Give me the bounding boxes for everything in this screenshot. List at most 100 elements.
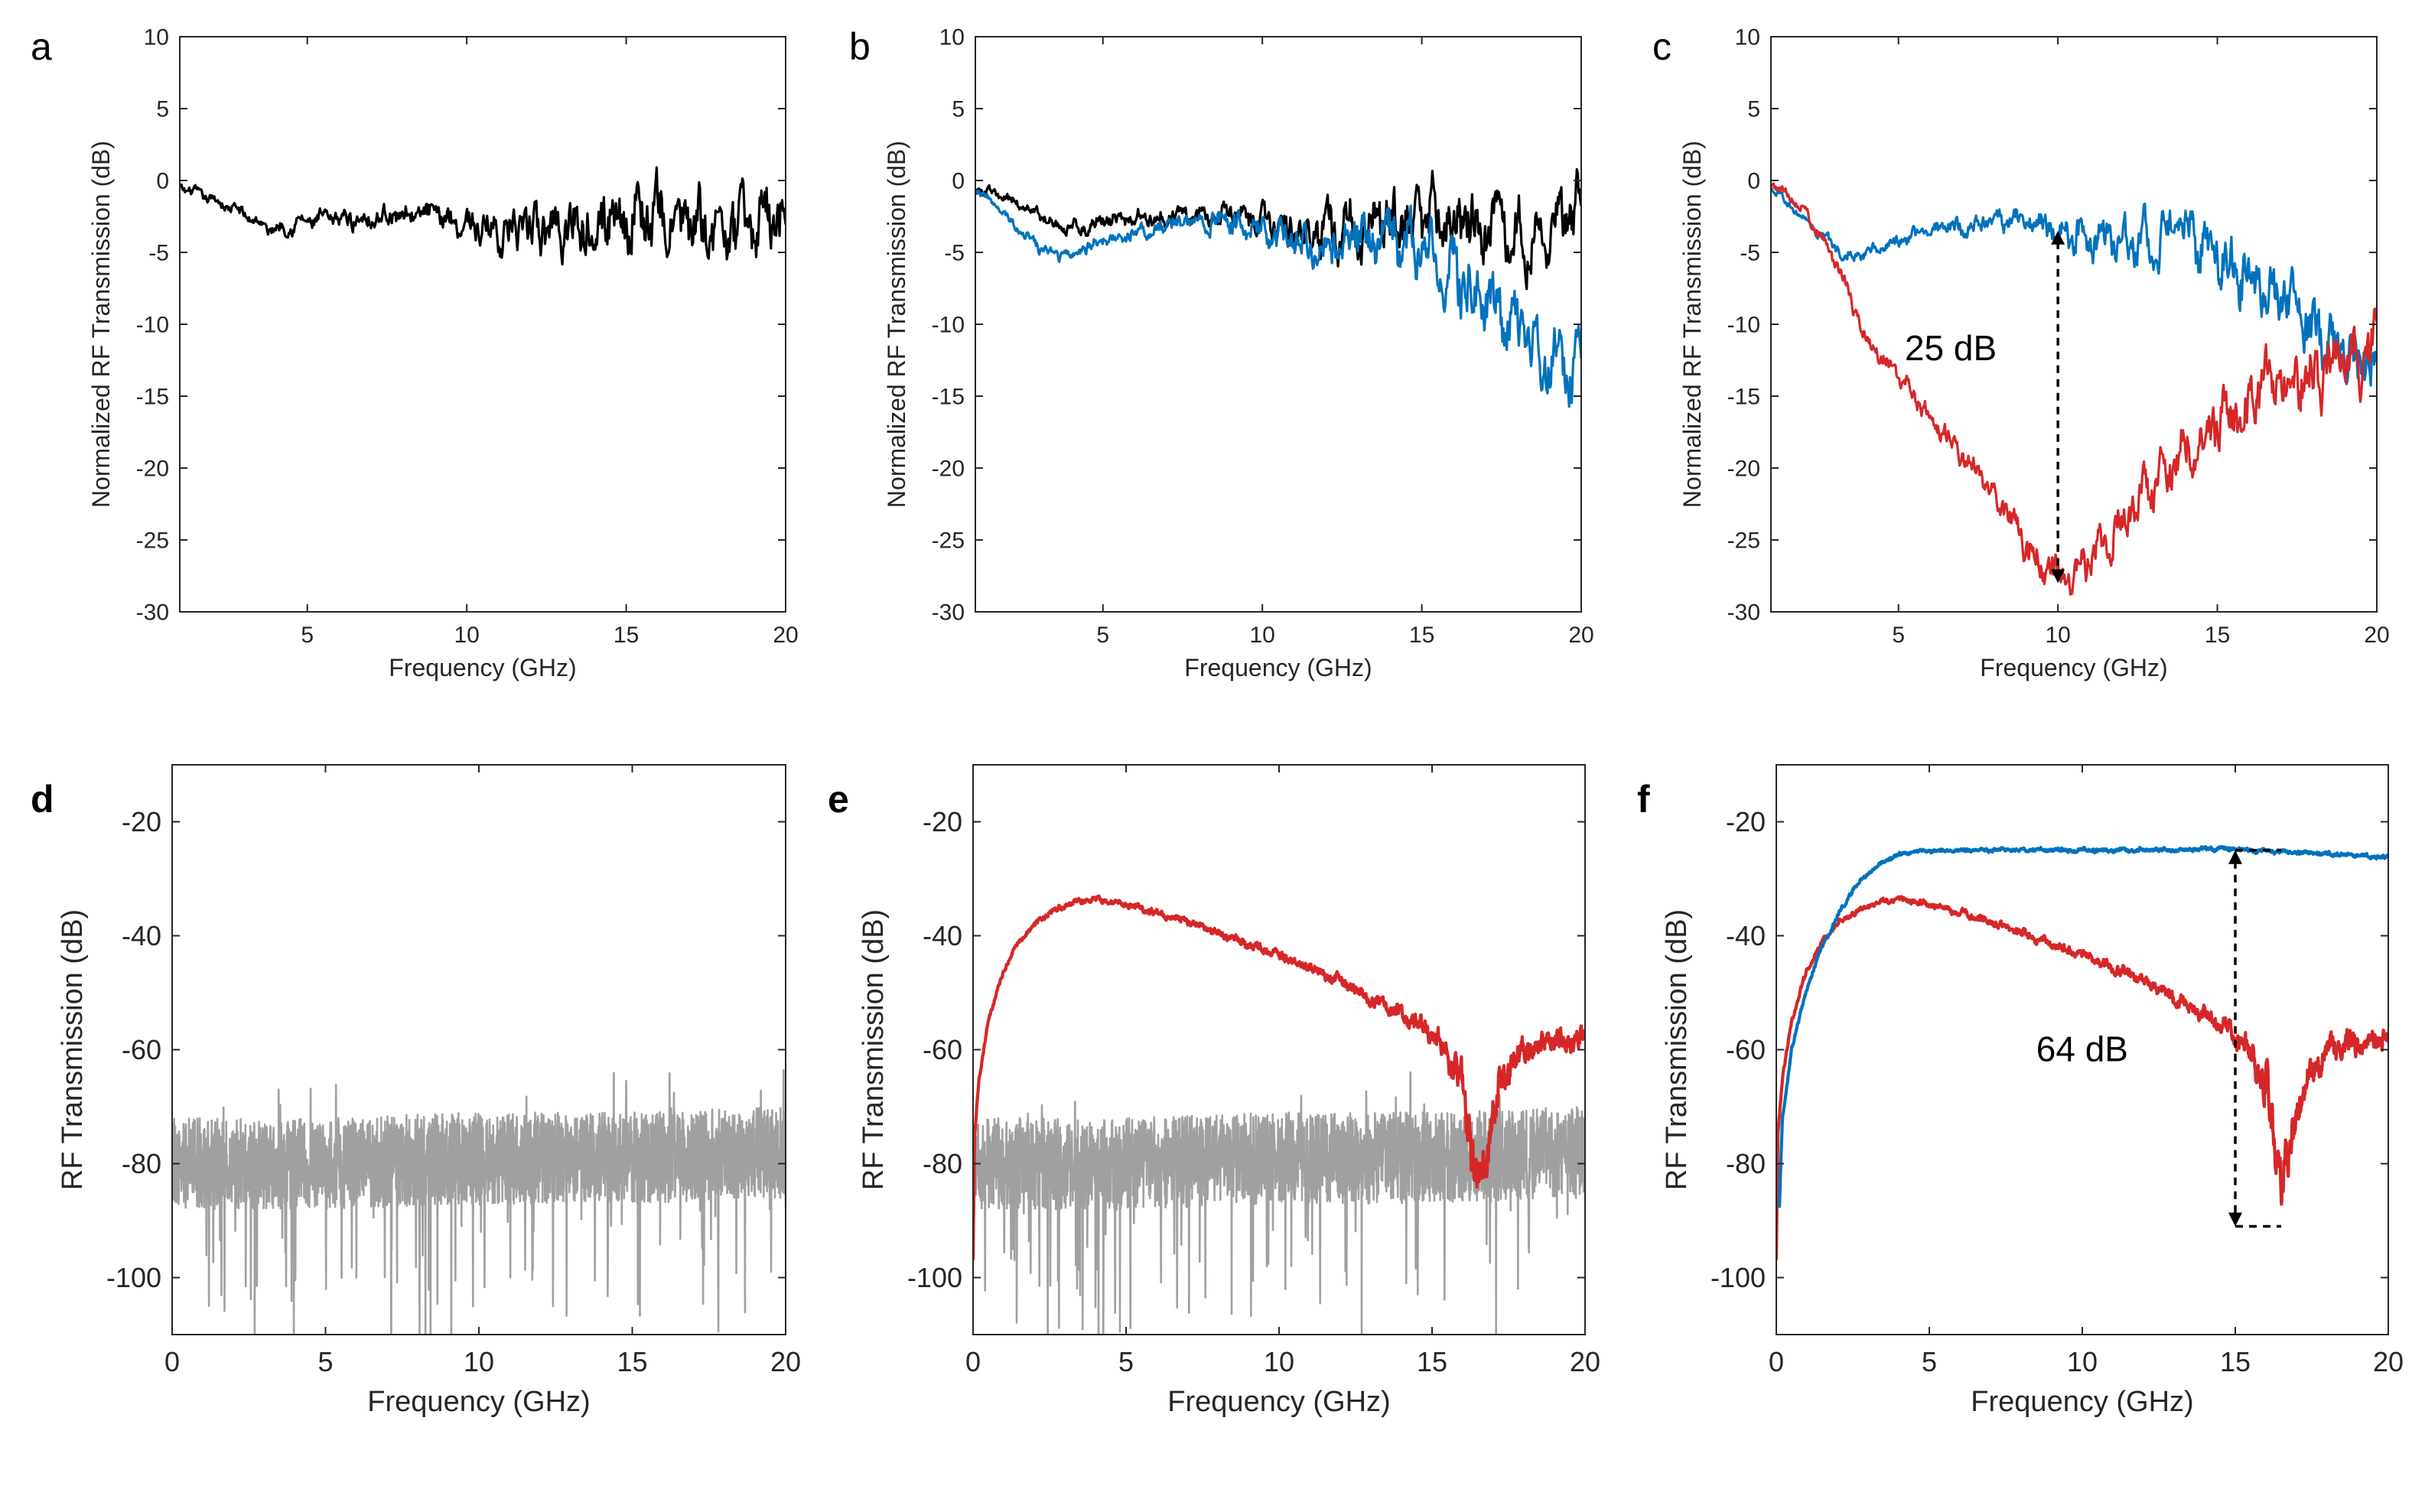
y-tick-label: -20 — [136, 457, 169, 482]
x-tick-label: 15 — [2205, 623, 2230, 648]
panel-label-d: d — [31, 778, 54, 821]
series-blue — [1771, 186, 2377, 387]
axes-box — [179, 36, 786, 613]
y-tick-label: -10 — [1727, 313, 1760, 338]
y-tick-label: -25 — [1727, 528, 1760, 554]
y-tick-label: -60 — [1726, 1034, 1766, 1065]
y-tick-label: 10 — [144, 25, 169, 50]
x-tick-label: 0 — [1769, 1346, 1784, 1377]
y-tick-label: 5 — [156, 97, 169, 122]
y-tick-label: -60 — [923, 1034, 962, 1065]
y-tick-label: -20 — [923, 806, 962, 837]
x-axis-label: Frequency (GHz) — [389, 654, 576, 681]
panel-label-b: b — [849, 25, 871, 68]
y-tick-label: 5 — [1747, 97, 1760, 122]
annotation-arrowhead-down — [2051, 569, 2065, 584]
panel-label-c: c — [1652, 25, 1671, 68]
y-tick-label: -80 — [923, 1148, 962, 1179]
y-axis-label: Normalized RF Transmission (dB) — [1678, 141, 1706, 508]
y-tick-label: -30 — [932, 600, 965, 626]
panel-a: 5 10 15 20 -30 -25 -20 -15 -10 -5 0 5 10 Frequency (G… — [87, 25, 799, 682]
x-tick-label: 15 — [1417, 1346, 1447, 1377]
y-tick-label: -100 — [106, 1262, 161, 1293]
y-tick-label: 10 — [1735, 25, 1760, 50]
y-tick-label: -5 — [944, 241, 965, 266]
panel-d: 0 5 10 15 20 -100 -80 -60 -40 -20 Frequency (GHz) R… — [57, 764, 801, 1418]
y-tick-label: -80 — [1726, 1148, 1766, 1179]
y-tick-label: 5 — [952, 97, 965, 122]
x-tick-label: 5 — [1118, 1346, 1134, 1377]
y-axis-label: Normalized RF Transmission (dB) — [883, 141, 910, 508]
y-tick-label: -5 — [1740, 241, 1760, 266]
y-tick-label: 10 — [939, 25, 965, 50]
x-tick-label: 10 — [1264, 1346, 1294, 1377]
x-tick-label: 20 — [770, 1346, 801, 1377]
x-axis-label: Frequency (GHz) — [1971, 1386, 2193, 1418]
y-tick-label: -15 — [1727, 385, 1760, 410]
x-tick-label: 20 — [773, 623, 798, 648]
x-axis-label: Frequency (GHz) — [367, 1386, 590, 1418]
x-tick-label: 20 — [2373, 1346, 2404, 1377]
panel-b: 5 10 15 20 -30 -25 -20 -15 -10 -5 0 5 10 Frequency (G… — [883, 25, 1594, 682]
x-tick-label: 0 — [965, 1346, 981, 1377]
x-tick-label: 15 — [1409, 623, 1434, 648]
x-tick-label: 20 — [2364, 623, 2389, 648]
y-tick-label: -20 — [932, 457, 965, 482]
axes-box — [975, 36, 1582, 613]
panel-label-a: a — [31, 25, 52, 68]
series-blue — [1777, 844, 2388, 1208]
series-black — [180, 166, 786, 266]
x-tick-label: 0 — [164, 1346, 180, 1377]
series-red — [973, 894, 1585, 1261]
x-tick-label: 15 — [617, 1346, 647, 1377]
axes-box — [972, 764, 1586, 1335]
y-tick-label: -80 — [122, 1148, 161, 1179]
x-tick-label: 10 — [464, 1346, 494, 1377]
y-tick-label: -30 — [136, 600, 169, 626]
y-tick-label: -15 — [932, 385, 965, 410]
series-gray-noise-floor — [172, 1068, 786, 1335]
x-axis-label: Frequency (GHz) — [1980, 654, 2167, 681]
y-tick-label: -20 — [1726, 806, 1766, 837]
x-tick-label: 5 — [317, 1346, 333, 1377]
y-tick-label: -60 — [122, 1034, 161, 1065]
x-tick-label: 20 — [1568, 623, 1593, 648]
y-axis-label: Normalized RF Transmission (dB) — [87, 141, 115, 508]
y-tick-label: -100 — [1711, 1262, 1766, 1293]
y-tick-label: -40 — [1726, 920, 1766, 951]
annotation-arrowhead-up — [2228, 850, 2242, 864]
y-tick-label: -25 — [932, 528, 965, 554]
x-tick-label: 5 — [301, 623, 314, 648]
series-red — [1771, 182, 2377, 596]
y-tick-label: -5 — [148, 241, 169, 266]
y-tick-label: -20 — [122, 806, 161, 837]
x-tick-label: 15 — [2220, 1346, 2251, 1377]
x-tick-label: 5 — [1096, 623, 1109, 648]
y-tick-label: -25 — [136, 528, 169, 554]
y-tick-label: -40 — [122, 920, 161, 951]
panel-label-f: f — [1637, 778, 1650, 821]
y-tick-label: -10 — [932, 313, 965, 338]
y-tick-label: -100 — [907, 1262, 962, 1293]
y-tick-label: -10 — [136, 313, 169, 338]
y-tick-label: -30 — [1727, 600, 1760, 626]
y-tick-label: -15 — [136, 385, 169, 410]
y-tick-label: -20 — [1727, 457, 1760, 482]
x-tick-label: 5 — [1922, 1346, 1937, 1377]
y-tick-label: -40 — [923, 920, 962, 951]
panel-c: 5 10 15 20 -30 -25 -20 -15 -10 -5 0 5 10 Frequency (G… — [1678, 25, 2390, 682]
panel-f: 0 5 10 15 20 -100 -80 -60 -40 -20 Frequency (GHz) R… — [1661, 764, 2404, 1418]
annotation-label: 64 dB — [2036, 1029, 2128, 1068]
annotation-arrowhead-up — [2051, 230, 2065, 245]
panel-label-e: e — [828, 778, 849, 821]
series-blue — [975, 189, 1581, 408]
axes-box — [1770, 36, 2378, 613]
y-axis-label: RF Transmission (dB) — [57, 909, 89, 1190]
x-tick-label: 10 — [454, 623, 479, 648]
x-tick-label: 10 — [2067, 1346, 2098, 1377]
annotation-label: 25 dB — [1905, 328, 1997, 368]
axes-box — [171, 764, 786, 1335]
y-tick-label: 0 — [952, 169, 965, 194]
x-axis-label: Frequency (GHz) — [1184, 654, 1372, 681]
